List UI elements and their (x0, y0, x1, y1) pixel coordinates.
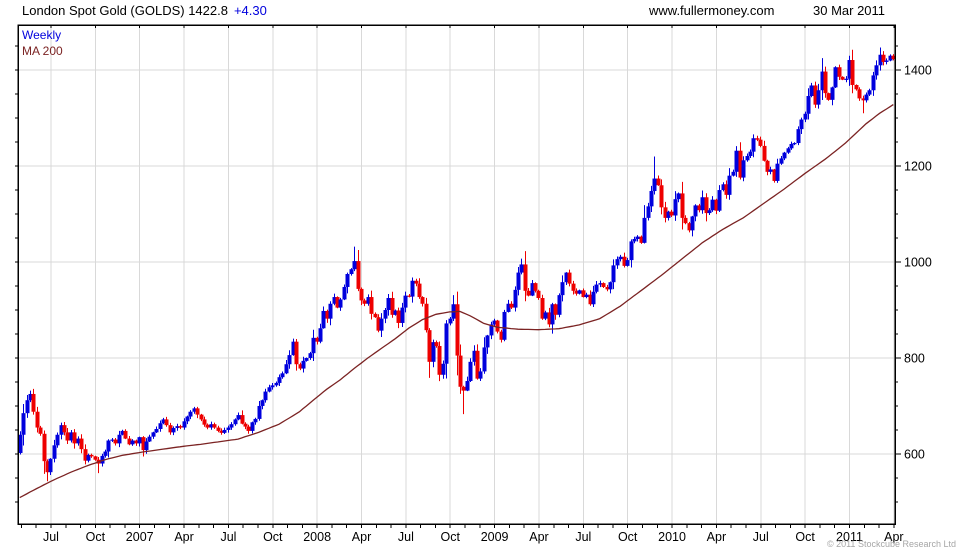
svg-text:Apr: Apr (529, 530, 548, 544)
svg-text:2007: 2007 (126, 530, 154, 544)
svg-text:Jul: Jul (575, 530, 591, 544)
svg-text:Jul: Jul (220, 530, 236, 544)
svg-text:600: 600 (904, 447, 925, 461)
svg-text:1400: 1400 (904, 64, 932, 78)
svg-text:2008: 2008 (303, 530, 331, 544)
instrument-title: London Spot Gold (GOLDS) 1422.8 (22, 3, 228, 18)
svg-text:Oct: Oct (441, 530, 461, 544)
page-title: London Spot Gold (GOLDS) 1422.8 +4.30 (22, 3, 267, 18)
svg-text:Oct: Oct (795, 530, 815, 544)
svg-text:2009: 2009 (481, 530, 509, 544)
legend-ma-200: MA 200 (22, 44, 63, 58)
chart-legend: Weekly MA 200 (22, 27, 63, 59)
svg-text:Jul: Jul (398, 530, 414, 544)
svg-text:Apr: Apr (174, 530, 193, 544)
svg-text:Oct: Oct (86, 530, 106, 544)
svg-text:Jul: Jul (43, 530, 59, 544)
svg-text:Apr: Apr (707, 530, 726, 544)
svg-text:Oct: Oct (618, 530, 638, 544)
svg-text:2010: 2010 (658, 530, 686, 544)
svg-text:800: 800 (904, 351, 925, 365)
svg-text:2011: 2011 (836, 530, 863, 544)
date-label: 30 Mar 2011 (813, 3, 886, 18)
price-change: +4.30 (233, 3, 267, 18)
svg-text:Jul: Jul (753, 530, 769, 544)
svg-text:1000: 1000 (904, 256, 932, 270)
svg-text:Apr: Apr (884, 530, 903, 544)
copyright-label: © 2011 Stockcube Research Ltd (826, 539, 956, 549)
website-label: www.fullermoney.com (649, 3, 775, 18)
svg-text:Oct: Oct (263, 530, 283, 544)
svg-text:Apr: Apr (352, 530, 371, 544)
svg-text:1200: 1200 (904, 160, 932, 174)
legend-weekly: Weekly (22, 28, 62, 42)
